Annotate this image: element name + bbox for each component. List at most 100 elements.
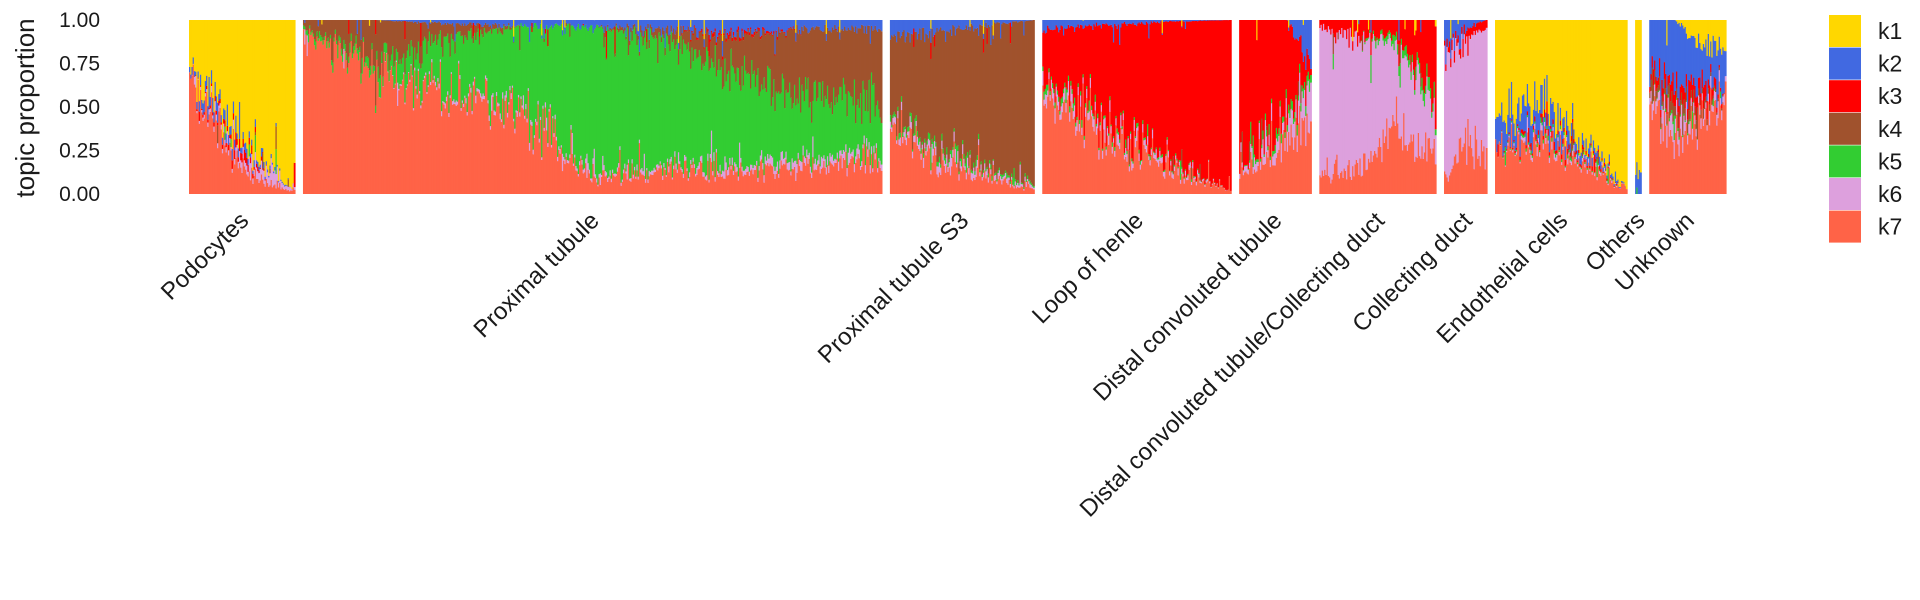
stack-k5 [1386,35,1388,44]
stack-k7 [891,131,893,194]
stack-k1 [291,20,294,189]
stack-k6 [1292,124,1295,150]
stack-k5 [1015,182,1018,186]
stack-k7 [451,104,454,194]
stack-k7 [544,107,547,194]
stack-k7 [905,145,908,194]
stack-k3 [778,27,780,29]
stack-k2 [1468,20,1471,29]
stack-k5 [834,105,837,159]
stack-k2 [1502,121,1505,157]
stack-k7 [328,47,331,195]
stack-k4 [306,20,309,31]
stack-k5 [594,28,597,175]
stack-k2 [1049,20,1052,30]
stack-k6 [1310,82,1312,122]
stack-k5 [1064,82,1066,88]
stack-k1 [219,20,222,90]
stack-k5 [979,169,982,173]
stack-k6 [393,87,396,90]
stack-k3 [1056,27,1059,91]
stack-k4 [477,22,480,29]
stack-k2 [970,20,973,24]
stack-k4 [1024,21,1027,174]
stack-k7 [726,175,729,194]
stack-k6 [591,178,594,183]
stack-k2 [1175,20,1177,22]
stack-k2 [469,20,471,23]
stack-k5 [922,153,925,158]
stack-k3 [1448,41,1451,53]
stack-k6 [461,100,464,103]
stack-k6 [197,78,200,80]
stack-k7 [1103,129,1105,194]
stack-k3 [1275,20,1278,128]
stack-k2 [1149,20,1152,25]
stack-k3 [1445,64,1448,71]
stack-k4 [839,39,841,87]
stack-k2 [458,20,460,24]
stack-k6 [405,88,408,90]
stack-k1 [253,20,256,161]
stack-k5 [996,179,999,182]
stack-k3 [1342,20,1345,38]
stack-k7 [1094,110,1097,194]
stack-k2 [190,74,193,79]
stack-k7 [1410,134,1413,194]
stack-k4 [1009,43,1012,182]
stack-k6 [1281,122,1284,135]
stack-k3 [1166,21,1169,138]
stack-k4 [975,28,978,160]
stack-k6 [852,149,855,158]
stack-k5 [908,126,911,132]
stack-k2 [808,20,811,33]
stack-k3 [1466,30,1468,37]
stack-k6 [1051,87,1054,99]
stack-k7 [1142,132,1144,194]
stack-k5 [999,174,1002,177]
stack-k3 [1155,22,1158,148]
stack-k7 [916,145,919,194]
stack-k2 [1183,20,1186,22]
stack-k3 [735,37,738,41]
stack-k6 [893,116,896,123]
stack-k5 [401,57,404,80]
stack-k7 [1343,168,1346,194]
stack-k5 [372,65,375,74]
stack-k2 [500,20,503,29]
stack-k3 [699,30,702,32]
stack-k3 [262,152,264,154]
stack-k4 [940,27,942,165]
stack-k5 [1154,153,1157,155]
stack-k6 [932,148,935,156]
stack-k2 [990,20,993,45]
stack-k6 [483,95,486,100]
stack-k6 [726,170,729,176]
stack-k3 [1269,20,1272,157]
stack-k1 [231,20,234,149]
stack-k2 [776,20,779,37]
stack-k7 [987,182,990,194]
stack-k7 [776,170,779,194]
stack-k7 [217,148,219,194]
stack-k7 [1320,177,1323,194]
stack-k7 [1431,153,1433,194]
stack-k2 [538,20,541,29]
stack-k6 [927,138,930,146]
stack-k5 [1131,158,1134,162]
stack-k7 [1108,144,1110,194]
stack-k5 [1306,75,1309,86]
stack-k7 [535,121,537,194]
stack-k6 [872,168,874,173]
stack-k7 [333,41,336,194]
stack-k2 [684,20,686,31]
stack-k6 [610,178,613,183]
stack-k5 [393,66,396,88]
stack-k3 [1190,21,1193,167]
stack-k2 [608,20,611,30]
stack-k2 [439,20,442,23]
stack-k7 [1258,139,1261,194]
stack-k7 [630,181,633,194]
stack-k2 [749,20,752,28]
stack-k5 [1416,52,1419,61]
